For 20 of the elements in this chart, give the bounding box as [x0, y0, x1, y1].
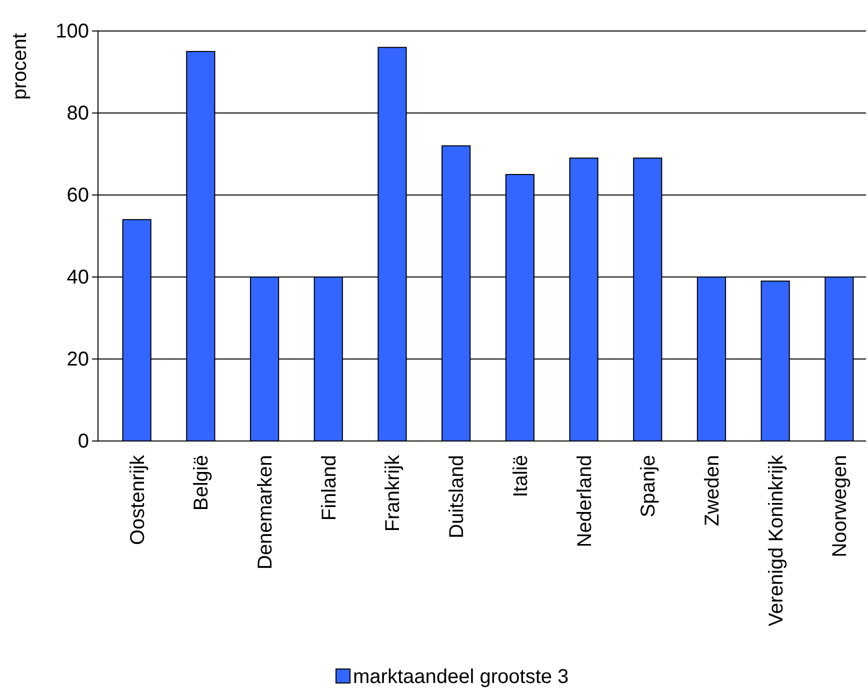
x-tick-label: Spanje [638, 455, 660, 518]
x-tick-label: Italië [510, 455, 532, 498]
y-tick-label: 40 [66, 266, 89, 288]
x-tick-label: Duitsland [446, 455, 468, 538]
y-tick-label: 60 [66, 184, 89, 206]
x-tick-label: Verenigd Koninkrijk [765, 454, 788, 626]
y-tick-label: 100 [56, 20, 89, 42]
y-tick-label: 0 [78, 430, 89, 452]
x-tick-label: Nederland [574, 455, 596, 548]
x-tick-label: Oostenrijk [126, 454, 149, 546]
x-tick-label: Denemarken [254, 455, 277, 570]
y-axis-title: procent [9, 32, 31, 100]
legend-label: marktaandeel grootste 3 [353, 666, 569, 688]
x-tick-label: Noorwegen [829, 455, 852, 558]
x-tick-label: België [190, 455, 213, 511]
x-tick-label: Zweden [701, 455, 724, 526]
x-tick-label: Finland [318, 455, 340, 521]
y-tick-label: 80 [66, 102, 89, 124]
x-tick-label: Frankrijk [382, 454, 404, 532]
y-tick-label: 20 [66, 348, 89, 370]
